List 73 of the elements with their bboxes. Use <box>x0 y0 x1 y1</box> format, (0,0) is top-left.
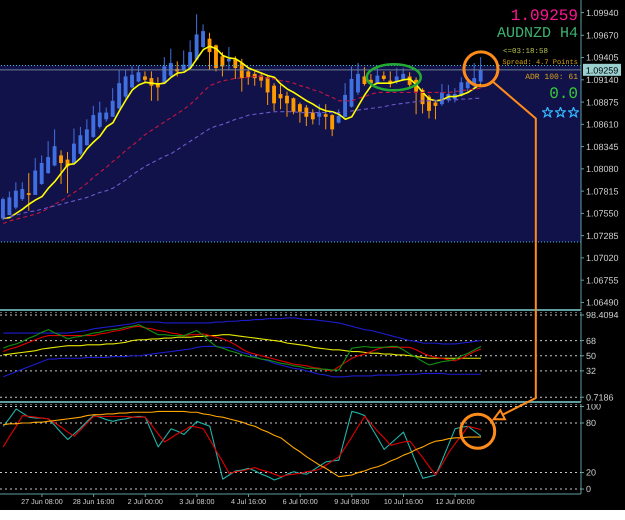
candlestick <box>124 69 128 99</box>
candlestick <box>208 32 212 70</box>
y-tick-label: 1.09405 <box>586 52 619 63</box>
y-tick-label: 1.08610 <box>586 120 619 130</box>
y-tick-label: 0 <box>586 484 592 494</box>
candlestick <box>59 150 63 184</box>
y-tick-label: 1.07550 <box>586 208 619 219</box>
y-tick-label: 1.08875 <box>586 97 619 108</box>
candlestick <box>1 196 5 221</box>
y-tick-label: 1.07020 <box>586 253 619 264</box>
candlestick <box>104 107 108 122</box>
y-tick-label: 1.07815 <box>586 186 619 196</box>
candlestick <box>136 65 140 83</box>
candlestick <box>52 128 57 167</box>
candlestick <box>14 182 18 210</box>
y-tick-label: 32 <box>586 366 596 376</box>
candlestick <box>356 62 360 96</box>
y-tick-label: 80 <box>586 418 596 428</box>
candlestick <box>324 104 328 130</box>
candlestick <box>382 70 386 82</box>
candlestick <box>310 108 315 125</box>
candlestick <box>292 96 296 115</box>
candlestick <box>285 91 289 118</box>
candlestick <box>78 126 82 156</box>
candlestick <box>91 105 96 138</box>
candlestick <box>110 88 115 118</box>
candlestick <box>40 154 44 186</box>
y-tick-label: 1.09940 <box>586 8 619 18</box>
candlestick <box>226 46 231 72</box>
y-tick-label: 1.09670 <box>586 30 619 40</box>
candlestick <box>343 82 348 118</box>
candlestick <box>130 66 134 89</box>
candlestick <box>478 56 483 84</box>
candlestick <box>7 191 12 216</box>
line-series <box>2 334 482 359</box>
y-tick-label: 1.06490 <box>586 298 619 308</box>
candlestick <box>46 140 50 174</box>
candlestick <box>20 182 24 202</box>
candlestick <box>304 104 308 127</box>
y-tick-label: 1.07285 <box>586 230 619 241</box>
text: ADR 100: 61 <box>525 73 578 82</box>
candlestick <box>98 101 102 130</box>
y-tick-label: 1.06755 <box>586 275 619 286</box>
candlestick <box>278 84 282 110</box>
candlestick <box>201 24 205 48</box>
candlestick <box>434 100 438 120</box>
line-series <box>2 346 482 378</box>
candlestick <box>266 75 270 106</box>
y-tick-label: 98.4094 <box>586 310 619 320</box>
candlestick <box>220 52 224 77</box>
candlestick <box>233 56 238 80</box>
y-tick-label: 0.7186 <box>586 392 614 402</box>
candlestick <box>298 102 302 124</box>
y-tick-label: 1.08345 <box>586 142 619 152</box>
line-series <box>2 317 482 345</box>
y-tick-label: 50 <box>586 350 596 361</box>
candlestick <box>317 104 322 126</box>
candlestick <box>362 66 366 86</box>
y-tick-label: 20 <box>586 468 596 478</box>
ref-line-label: 1.09259 <box>586 65 618 76</box>
text: 1.09259 <box>510 7 578 25</box>
candlestick <box>72 128 76 166</box>
y-tick-label: 68 <box>586 336 596 346</box>
candlestick <box>336 108 341 124</box>
text: AUDNZD H4 <box>496 25 578 42</box>
text: 0.0 <box>549 85 578 103</box>
candlestick <box>26 172 31 212</box>
candlestick <box>188 40 192 70</box>
candlestick <box>272 82 276 112</box>
candlestick <box>330 114 334 137</box>
candlestick <box>84 118 89 146</box>
y-tick-label: 1.09140 <box>586 75 619 86</box>
y-tick-label: 1.08080 <box>586 164 619 174</box>
